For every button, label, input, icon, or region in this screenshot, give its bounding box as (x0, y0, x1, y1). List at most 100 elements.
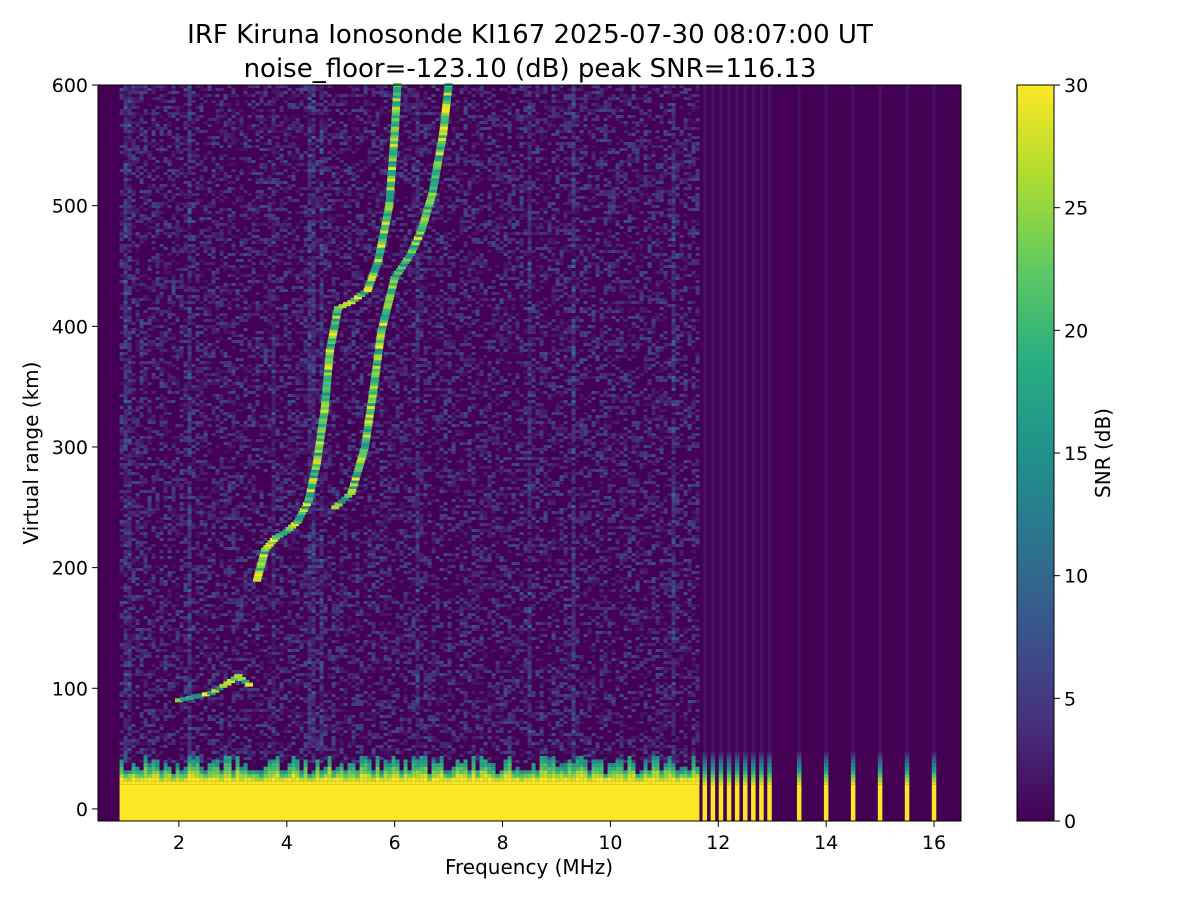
noise-cell (148, 739, 152, 742)
noise-cell (152, 280, 156, 283)
noise-cell (188, 571, 192, 574)
noise-cell (124, 586, 128, 589)
noise-cell (196, 499, 200, 502)
noise-cell (228, 715, 232, 718)
noise-cell (224, 238, 228, 241)
noise-cell (128, 256, 132, 259)
noise-cell (240, 238, 244, 241)
noise-cell (296, 424, 300, 427)
noise-cell (272, 223, 276, 226)
noise-cell (208, 739, 212, 742)
noise-cell (160, 436, 164, 439)
noise-cell (280, 577, 284, 580)
noise-cell (260, 448, 264, 451)
noise-cell (272, 91, 276, 94)
noise-cell (128, 358, 132, 361)
noise-cell (220, 286, 224, 289)
noise-cell (172, 493, 176, 496)
noise-cell (220, 463, 224, 466)
noise-cell (252, 754, 256, 757)
noise-cell (288, 511, 292, 514)
noise-cell (228, 118, 232, 121)
noise-cell (180, 190, 184, 193)
noise-cell (124, 418, 128, 421)
noise-cell (224, 208, 228, 211)
noise-cell (196, 379, 200, 382)
noise-cell (268, 745, 272, 748)
noise-cell (212, 223, 216, 226)
noise-cell (224, 385, 228, 388)
noise-cell (120, 535, 124, 538)
noise-cell (192, 736, 196, 739)
noise-cell (164, 514, 168, 517)
noise-cell (204, 529, 208, 532)
noise-cell (204, 460, 208, 463)
noise-cell (160, 463, 164, 466)
noise-cell (232, 169, 236, 172)
noise-cell (160, 346, 164, 349)
noise-cell (124, 397, 128, 400)
noise-cell (268, 604, 272, 607)
noise-cell (296, 721, 300, 724)
noise-cell (212, 562, 216, 565)
noise-cell (132, 472, 136, 475)
noise-cell (228, 442, 232, 445)
noise-cell (244, 592, 248, 595)
noise-cell (184, 757, 188, 760)
noise-cell (164, 400, 168, 403)
noise-cell (124, 361, 128, 364)
noise-cell (156, 229, 160, 232)
noise-cell (188, 409, 192, 412)
noise-cell (284, 496, 288, 499)
noise-cell (148, 103, 152, 106)
noise-cell (248, 391, 252, 394)
noise-cell (272, 463, 276, 466)
noise-cell (212, 214, 216, 217)
noise-cell (220, 400, 224, 403)
noise-cell (256, 421, 260, 424)
noise-cell (200, 184, 204, 187)
noise-cell (200, 403, 204, 406)
noise-cell (252, 505, 256, 508)
noise-cell (276, 151, 280, 154)
noise-cell (152, 637, 156, 640)
noise-cell (284, 646, 288, 649)
noise-cell (220, 493, 224, 496)
noise-cell (248, 208, 252, 211)
noise-cell (232, 187, 236, 190)
noise-cell (176, 634, 180, 637)
noise-cell (192, 610, 196, 613)
noise-cell (160, 259, 164, 262)
noise-cell (132, 280, 136, 283)
noise-cell (184, 289, 188, 292)
noise-cell (232, 757, 236, 760)
noise-cell (264, 247, 268, 250)
noise-cell (224, 370, 228, 373)
noise-cell (240, 358, 244, 361)
noise-cell (128, 379, 132, 382)
noise-cell (264, 625, 268, 628)
noise-cell (272, 523, 276, 526)
noise-cell (124, 622, 128, 625)
noise-cell (292, 571, 296, 574)
noise-cell (160, 361, 164, 364)
noise-cell (288, 232, 292, 235)
noise-cell (276, 646, 280, 649)
noise-cell (260, 364, 264, 367)
noise-cell (236, 409, 240, 412)
noise-cell (240, 187, 244, 190)
noise-cell (128, 151, 132, 154)
noise-cell (200, 700, 204, 703)
noise-cell (140, 388, 144, 391)
noise-cell (188, 226, 192, 229)
noise-cell (228, 613, 232, 616)
noise-cell (256, 340, 260, 343)
noise-cell (212, 190, 216, 193)
noise-cell (176, 109, 180, 112)
noise-cell (128, 733, 132, 736)
noise-cell (152, 586, 156, 589)
noise-cell (204, 415, 208, 418)
noise-cell (156, 667, 160, 670)
noise-cell (168, 532, 172, 535)
noise-cell (296, 277, 300, 280)
